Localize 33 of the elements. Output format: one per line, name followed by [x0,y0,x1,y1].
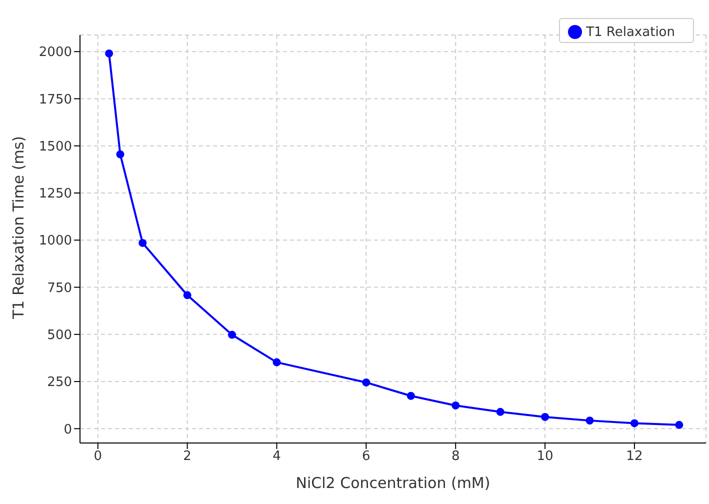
y-tick-label: 2000 [38,45,72,60]
x-tick-label: 0 [94,449,102,464]
point [183,291,192,300]
y-tick-label: 1000 [38,234,72,249]
x-tick-label: 4 [272,449,281,464]
point [675,420,684,429]
x-tick-label: 12 [626,449,643,464]
point [406,392,415,400]
point [541,412,550,421]
x-axis-title: NiCl2 Concentration (mM) [296,474,490,492]
x-tick-label: 10 [536,449,554,464]
y-tick-label: 250 [47,375,72,390]
y-axis-title: T1 Relaxation Time (ms) [9,136,28,320]
legend-label: T1 Relaxation [586,25,675,40]
y-tick-label: 1750 [38,92,72,108]
point [452,401,460,410]
x-tick-label: 8 [451,449,460,464]
point [138,238,147,247]
y-tick-label: 0 [64,422,72,438]
point [228,330,236,339]
point [116,150,124,158]
point [105,49,114,58]
point [362,378,370,386]
point [272,358,281,366]
x-tick-label: 2 [183,449,192,464]
y-tick-label: 1250 [38,186,72,202]
y-tick-label: 750 [47,280,72,296]
point [496,408,504,416]
y-tick-label: 500 [47,328,72,344]
x-tick-label: 6 [362,449,370,464]
point [630,419,638,428]
point [586,416,594,425]
y-tick-label: 1500 [38,139,72,154]
